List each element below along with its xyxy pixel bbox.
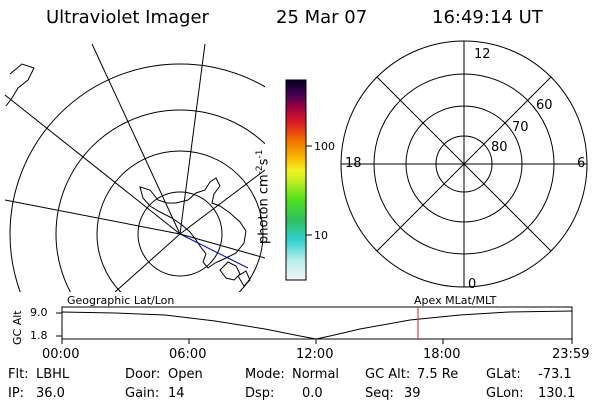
gc-alt-axis-label: GC Alt xyxy=(11,310,24,345)
info-gain-value: 14 xyxy=(168,386,185,400)
x-tick-label: 00:00 xyxy=(42,347,80,362)
info-glat-value: -73.1 xyxy=(538,367,572,382)
x-tick-label: 23:59 xyxy=(552,347,590,362)
info-flt-label: Flt: xyxy=(8,367,29,382)
info-flt-value: LBHL xyxy=(36,367,70,382)
info-gain-label: Gain: xyxy=(125,386,160,400)
y-tick-label: 9.0 xyxy=(30,306,48,319)
meridian-line xyxy=(4,199,181,235)
polar-plot xyxy=(340,40,588,288)
latitude-circle xyxy=(137,191,223,277)
info-glat-label: GLat: xyxy=(486,367,521,382)
meridian-line xyxy=(4,94,181,235)
info-seq-label: Seq: xyxy=(365,386,394,400)
info-mode-value: Normal xyxy=(292,367,340,382)
lat-label-70: 70 xyxy=(512,120,529,135)
mlt-label-18: 18 xyxy=(345,156,362,171)
info-door-value: Open xyxy=(168,367,203,382)
meridian-line xyxy=(179,169,265,235)
geographic-title: Geographic Lat/Lon xyxy=(67,294,175,307)
altitude-frame xyxy=(61,306,573,340)
info-door-label: Door: xyxy=(125,367,161,382)
info-seq-value: 39 xyxy=(404,386,421,400)
colorbar-tick-label: 10 xyxy=(314,229,328,242)
info-dsp-label: Dsp: xyxy=(245,386,275,400)
latitude-circle xyxy=(9,63,265,292)
coastline xyxy=(219,261,241,281)
apex-title: Apex MLat/MLT xyxy=(414,294,497,307)
coastline xyxy=(5,63,35,107)
mlt-meridian xyxy=(376,76,552,252)
meridian-line xyxy=(114,233,181,292)
x-tick-label: 06:00 xyxy=(169,347,207,362)
info-ip-label: IP: xyxy=(8,386,25,400)
geographic-map xyxy=(4,44,265,292)
lat-label-60: 60 xyxy=(536,98,553,113)
altitude-plot xyxy=(56,306,573,344)
coastline xyxy=(139,177,247,269)
altitude-curve xyxy=(61,310,573,340)
coastline xyxy=(237,270,251,287)
mlt-label-6: 6 xyxy=(577,156,586,171)
info-gcalt-label: GC Alt: xyxy=(365,367,411,382)
y-tick-label: 1.8 xyxy=(30,329,48,342)
meridian-line xyxy=(179,233,265,259)
time-label: 16:49:14 UT xyxy=(432,7,543,28)
lat-label-80: 80 xyxy=(491,140,508,155)
mlt-label-12: 12 xyxy=(474,47,491,62)
colorbar-unit-label: photon cm-2s-1 xyxy=(255,149,272,244)
info-glon-label: GLon: xyxy=(486,386,524,400)
colorbar-tick-label: 100 xyxy=(314,140,335,153)
info-ip-value: 36.0 xyxy=(36,386,65,400)
mlt-label-0: 0 xyxy=(468,277,477,292)
info-mode-label: Mode: xyxy=(245,367,285,382)
latitude-circle xyxy=(55,109,265,292)
date-label: 25 Mar 07 xyxy=(276,7,368,28)
instrument-title: Ultraviolet Imager xyxy=(46,7,209,28)
meridian-line xyxy=(179,44,206,235)
meridian-line xyxy=(91,44,181,235)
x-tick-label: 18:00 xyxy=(423,347,461,362)
color-scale-bar xyxy=(285,79,307,281)
x-tick-label: 12:00 xyxy=(296,347,334,362)
info-gcalt-value: 7.5 Re xyxy=(417,367,459,382)
info-glon-value: 130.1 xyxy=(538,386,576,400)
latitude-circle xyxy=(96,150,264,292)
info-dsp-value: 0.0 xyxy=(302,386,323,400)
satellite-track xyxy=(179,233,249,269)
